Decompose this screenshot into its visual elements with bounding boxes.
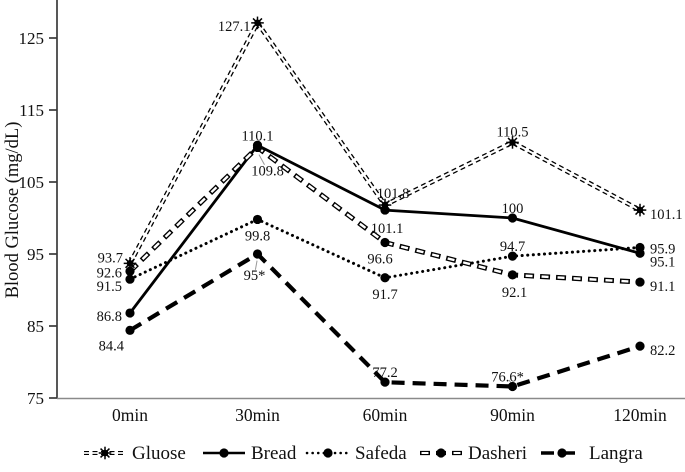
circle-marker [436, 448, 446, 458]
legend-item-langra: Langra [541, 443, 643, 464]
circle-marker [635, 242, 645, 253]
data-label: 101.8 [377, 186, 410, 202]
data-label: 92.1 [502, 285, 527, 301]
series-points-dasheri: 92.6 109.8 96.6 92.1 91.1 [97, 142, 675, 301]
data-label: 96.6 [367, 251, 392, 267]
circle-marker [507, 213, 518, 223]
y-tick-label: 95 [27, 245, 44, 264]
legend: Gluose Bread Safeda Dasheri Langra [84, 443, 643, 464]
data-label: 76.6* [491, 369, 524, 385]
star-marker [509, 139, 516, 146]
star-marker [101, 449, 109, 457]
circle-marker [507, 251, 518, 261]
circle-marker [125, 274, 135, 284]
data-label: 93.7 [98, 250, 123, 266]
series-points-bread: 86.8 110.1 101.1 100 95.1 [97, 128, 676, 325]
legend-item-bread: Bread [203, 443, 297, 464]
legend-item-gluose: Gluose [84, 443, 186, 464]
data-label: 101.1 [371, 221, 404, 237]
label-leader-line [258, 154, 265, 165]
data-label: 101.1 [650, 207, 683, 223]
circle-marker [635, 277, 645, 287]
data-label: 99.8 [245, 228, 270, 244]
data-label: 82.2 [650, 343, 675, 359]
star-marker [254, 19, 261, 27]
y-tick-label: 85 [27, 317, 44, 336]
data-label: 91.5 [97, 279, 122, 295]
label-leader-line [254, 260, 258, 270]
circle-marker [380, 273, 390, 283]
y-axis-title: Blood Glucose (mg/dL) [3, 122, 23, 299]
circle-marker [507, 381, 518, 392]
data-label: 100 [502, 201, 524, 217]
x-tick-label: 60min [363, 405, 408, 425]
data-label: 95* [244, 268, 266, 284]
data-label: 86.8 [97, 309, 122, 325]
x-tick-label: 0min [112, 405, 148, 425]
x-tick-label: 120min [613, 405, 667, 425]
circle-marker [557, 448, 567, 458]
circle-marker [252, 249, 263, 259]
data-label: 109.8 [251, 163, 284, 179]
circle-marker [507, 270, 518, 280]
circle-marker [125, 325, 135, 335]
legend-label: Langra [589, 443, 643, 464]
data-label: 91.1 [650, 279, 675, 295]
legend-label: Bread [251, 443, 297, 464]
legend-label: Dasheri [468, 443, 527, 464]
legend-label: Safeda [355, 443, 407, 464]
y-tick-label: 105 [19, 173, 45, 192]
circle-marker [323, 448, 333, 458]
data-label: 127.1 [218, 19, 251, 35]
series-points-safeda: 91.5 99.8 91.7 94.7 95.9 [97, 214, 675, 303]
y-tick-label: 75 [27, 389, 44, 408]
data-label: 110.5 [496, 124, 528, 140]
series-points-langra: 84.4 95* 77.2 76.6* 82.2 [99, 249, 675, 392]
data-label: 95.1 [650, 254, 675, 270]
circle-marker [125, 266, 135, 276]
circle-marker [380, 205, 390, 215]
data-label: 84.4 [99, 338, 125, 354]
y-tick-label: 115 [19, 101, 44, 120]
series-points: 93.7 127.1 101.8 110.5 101.1 86.8 110.1 101.1 10… [97, 16, 683, 392]
series-line-inner [129, 145, 641, 284]
data-label: 110.1 [241, 128, 273, 144]
circle-marker [380, 237, 390, 248]
circle-marker [252, 214, 263, 225]
circle-marker [380, 377, 390, 387]
legend-item-dasheri: Dasheri [420, 443, 527, 464]
data-label: 91.7 [372, 287, 397, 303]
x-tick-label: 30min [235, 405, 280, 425]
x-tick-label: 90min [490, 405, 535, 425]
y-tick-label: 125 [19, 29, 45, 48]
legend-label: Gluose [132, 443, 186, 464]
axes: 75 85 95 105 115 125 0min 30min 60min 90min 120min… [3, 0, 685, 425]
data-label: 92.6 [97, 265, 122, 281]
star-marker [636, 206, 644, 214]
data-label: 95.9 [650, 242, 675, 258]
circle-marker [635, 341, 645, 351]
data-label: 94.7 [500, 239, 525, 255]
circle-marker [125, 308, 135, 318]
star-marker [126, 260, 134, 267]
circle-marker [219, 448, 229, 458]
legend-item-safeda: Safeda [305, 443, 407, 464]
data-label: 77.2 [372, 365, 397, 381]
circle-marker [252, 142, 263, 153]
